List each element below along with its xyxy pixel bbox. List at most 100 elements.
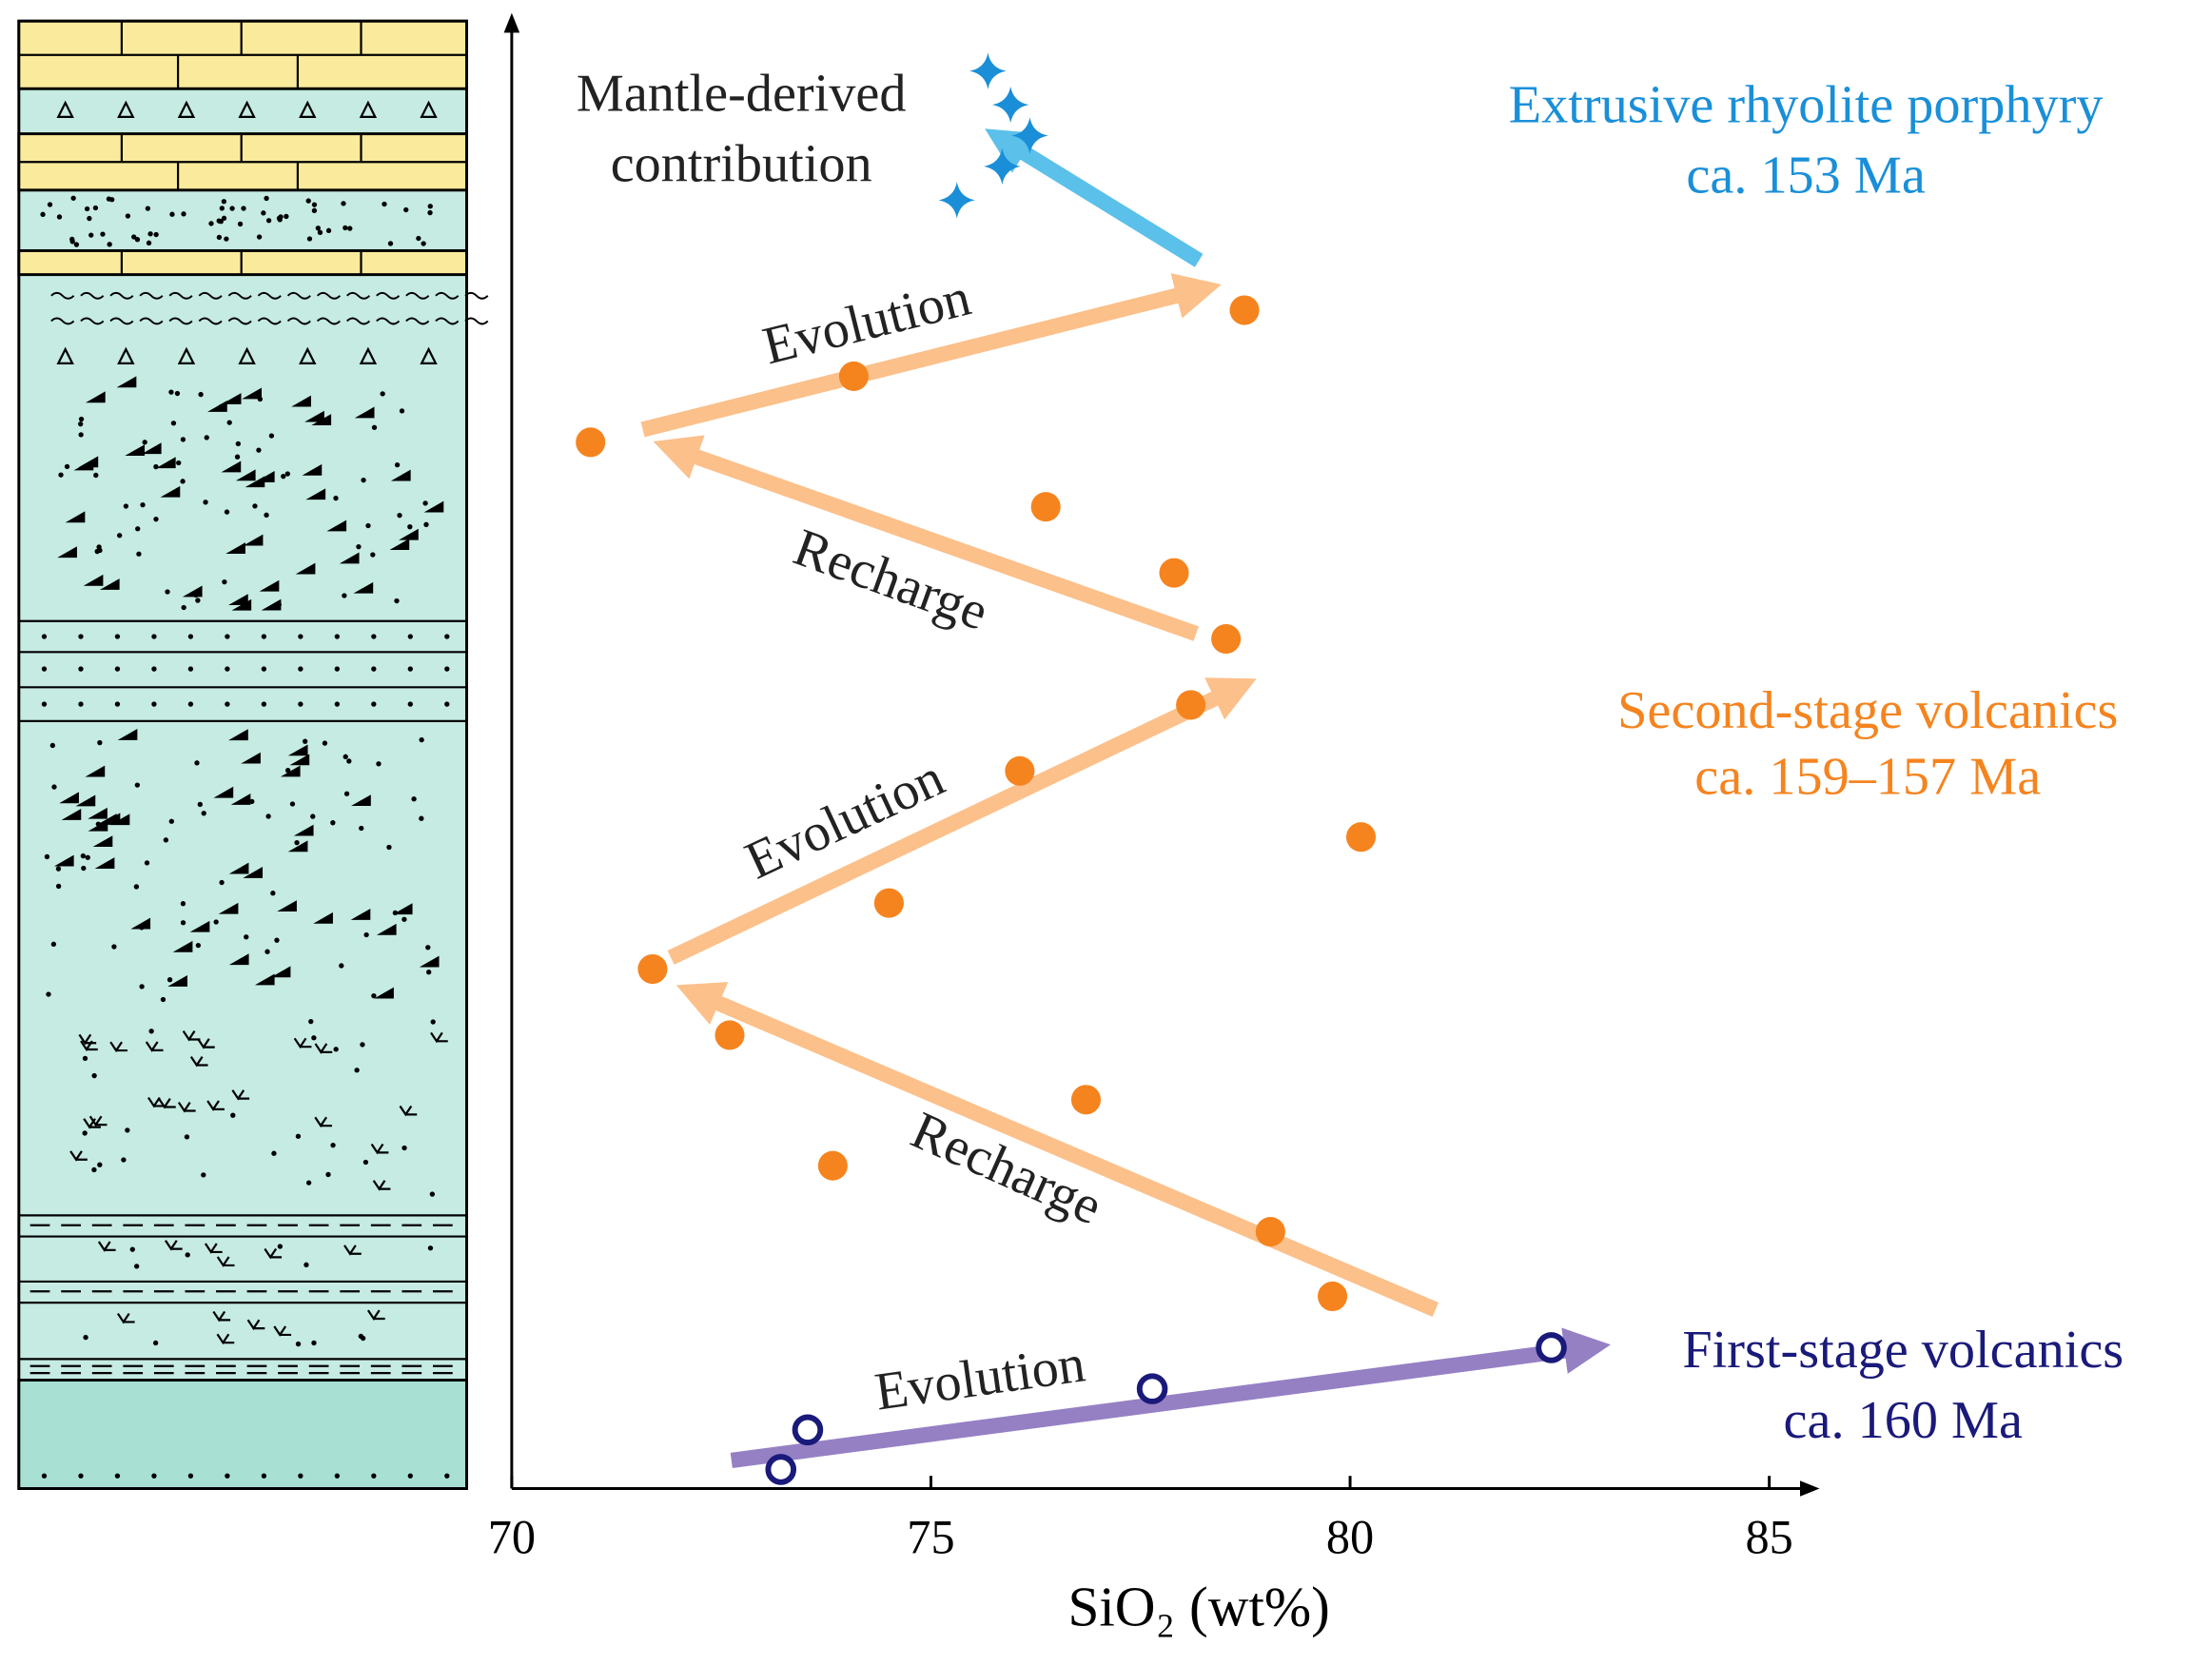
tuff-triangle xyxy=(339,552,360,564)
wave-symbol xyxy=(286,291,311,300)
tuff-dot xyxy=(180,901,186,907)
tuff-triangle xyxy=(167,975,187,987)
andesite-symbol xyxy=(116,1312,135,1324)
tuff-dot xyxy=(325,1171,331,1178)
tuff-dot xyxy=(169,211,175,217)
andesite-symbol xyxy=(177,1102,196,1113)
breccia-symbol xyxy=(299,100,317,118)
sand-dot xyxy=(114,1473,121,1479)
andesite-symbol xyxy=(293,1037,312,1049)
tuff-dot xyxy=(342,593,347,598)
sand-dot xyxy=(444,1473,450,1479)
tuff-dot xyxy=(311,1035,317,1041)
andesite-symbol xyxy=(212,1310,231,1323)
breccia-symbol xyxy=(177,100,196,118)
tuff-dot xyxy=(370,552,376,558)
sand-dot xyxy=(41,666,48,672)
tuff-triangle xyxy=(96,813,117,825)
andesite-symbol xyxy=(206,1100,225,1111)
tuff-dot xyxy=(230,1112,236,1118)
tuff-dot xyxy=(170,421,177,426)
tuff-triangle xyxy=(245,476,265,488)
sand-dot xyxy=(151,701,157,707)
tuff-triangle xyxy=(75,794,96,807)
circle-point xyxy=(838,361,869,391)
tuff-dot xyxy=(311,1340,317,1346)
tuff-dot xyxy=(224,236,229,242)
tuff-dot xyxy=(68,551,74,558)
tuff-triangle xyxy=(293,824,314,836)
tuff-triangle xyxy=(61,809,82,820)
tuff-dot xyxy=(193,592,199,598)
tuff-dot xyxy=(219,206,225,211)
tuff-dot xyxy=(226,420,232,425)
tuff-dot xyxy=(197,801,203,808)
tuff-dot xyxy=(416,235,421,242)
tuff-dot xyxy=(394,598,400,604)
series-label: Extrusive rhyolite porphyry xyxy=(1509,75,2104,134)
wave-symbol xyxy=(50,317,75,325)
tuff-dot xyxy=(256,234,263,240)
ring-point xyxy=(792,1414,824,1446)
tuff-dot xyxy=(91,1072,97,1079)
tuff-dot xyxy=(116,533,123,539)
tuff-dot xyxy=(203,500,208,505)
tuff-triangle xyxy=(99,578,120,590)
recharge-arrow xyxy=(653,435,1199,641)
tuff-dot xyxy=(284,768,291,774)
sand-dot xyxy=(187,701,194,707)
annotation: Evolution xyxy=(871,1334,1088,1421)
tuff-triangle xyxy=(231,598,252,611)
x-axis-label: SiO₂ (wt%) xyxy=(1067,1575,1329,1637)
wave-symbol xyxy=(109,291,134,300)
tuff-dot xyxy=(343,225,348,231)
sand-dot xyxy=(151,634,157,639)
tuff-triangle xyxy=(85,765,106,777)
tuff-dot xyxy=(261,210,266,216)
wave-symbol xyxy=(405,291,430,300)
annotation: Mantle-derived xyxy=(577,65,907,124)
tuff-dot xyxy=(69,239,75,245)
circle-point xyxy=(1211,623,1242,655)
tuff-dot xyxy=(49,742,55,749)
tuff-dot xyxy=(237,221,244,227)
andesite-symbol xyxy=(231,1089,250,1101)
wave-symbol xyxy=(464,317,489,325)
tuff-triangle xyxy=(88,807,108,819)
breccia-symbol xyxy=(238,346,256,364)
tuff-dot xyxy=(83,1334,88,1341)
tuff-dot xyxy=(85,854,90,860)
tuff-dot xyxy=(201,811,206,816)
andesite-symbol xyxy=(430,1031,448,1044)
tuff-dot xyxy=(218,403,224,410)
tuff-dot xyxy=(194,760,200,766)
tuff-triangle xyxy=(287,840,308,853)
circle-point xyxy=(1070,1085,1102,1115)
wave-symbol xyxy=(139,291,164,300)
tuff-triangle xyxy=(73,459,94,471)
tuff-dot xyxy=(356,543,362,550)
tuff-dot xyxy=(142,440,147,445)
tuff-triangle xyxy=(291,395,311,407)
tuff-dot xyxy=(270,891,276,896)
star-point xyxy=(984,147,1021,186)
tuff-triangle xyxy=(228,594,248,606)
tuff-dot xyxy=(82,1130,88,1136)
tuff-dot xyxy=(70,195,76,201)
circle-point xyxy=(1176,690,1206,720)
breccia-symbol xyxy=(299,346,317,364)
tuff-dot xyxy=(387,241,394,246)
sand-dot xyxy=(114,701,121,707)
tuff-dot xyxy=(277,217,283,223)
tuff-dot xyxy=(160,996,166,1003)
tuff-dot xyxy=(185,1252,190,1258)
breccia-symbol xyxy=(238,100,256,118)
tuff-dot xyxy=(201,1172,206,1178)
tuff-dot xyxy=(419,815,424,821)
tuff-dot xyxy=(44,853,50,860)
sand-dot xyxy=(334,701,341,707)
tuff-dot xyxy=(421,241,426,246)
wave-symbol xyxy=(346,291,371,300)
tuff-triangle xyxy=(289,754,310,766)
wave-symbol xyxy=(198,317,223,325)
